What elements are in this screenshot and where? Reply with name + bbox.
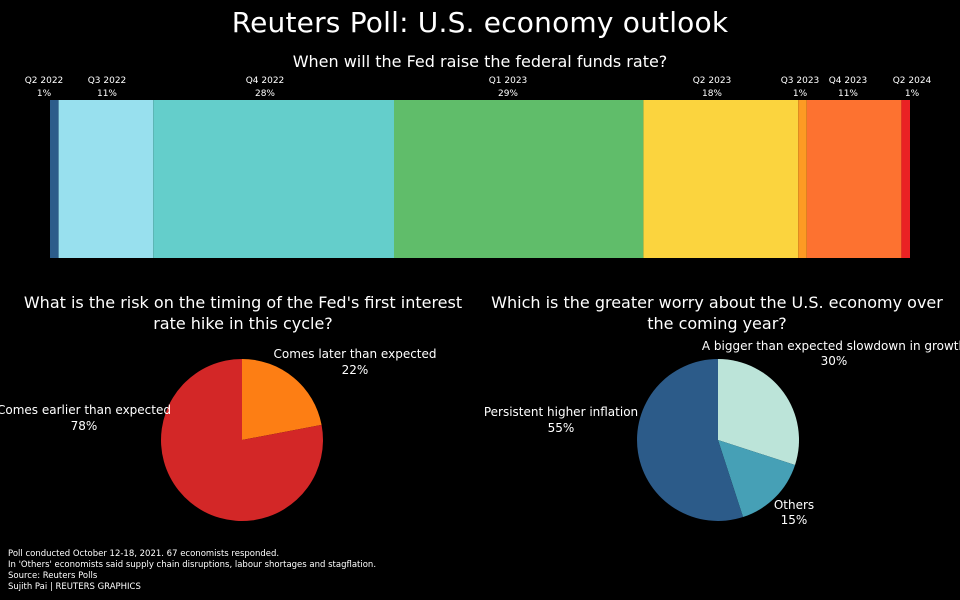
- bar-category-label: Q3 2022: [88, 76, 127, 86]
- footer-credit: Sujith Pai | REUTERS GRAPHICS: [8, 582, 141, 592]
- pie-left-label: Comes later than expected: [273, 347, 436, 361]
- bar-segment: [806, 100, 902, 258]
- pie-left-pct: 22%: [342, 363, 369, 377]
- bar-segment: [798, 100, 807, 258]
- bar-category-label: Q3 2023: [781, 76, 820, 86]
- pie-left-title: What is the risk on the timing of the Fe…: [23, 293, 463, 333]
- pie-left-pct: 78%: [71, 419, 98, 433]
- bar-category-label: Q4 2023: [829, 76, 868, 86]
- pie-slice: [637, 359, 744, 521]
- pie-right-label: Persistent higher inflation: [484, 405, 638, 419]
- pie-right-pct: 15%: [781, 513, 808, 527]
- pie-slice: [242, 359, 322, 440]
- bar-segment: [643, 100, 799, 258]
- pie-right-title: Which is the greater worry about the U.S…: [491, 293, 943, 333]
- footer-poll-note: Poll conducted October 12-18, 2021. 67 e…: [8, 549, 280, 559]
- footer-notes: Poll conducted October 12-18, 2021. 67 e…: [8, 549, 376, 593]
- bar-segment: [153, 100, 394, 258]
- pie-slice: [718, 440, 796, 518]
- bar-category-label: Q2 2024: [893, 76, 932, 86]
- footer-source: Source: Reuters Polls: [8, 571, 98, 581]
- bar-segment: [901, 100, 910, 258]
- page-title: Reuters Poll: U.S. economy outlook: [231, 6, 729, 39]
- bar-segment: [58, 100, 154, 258]
- pie-right-label: Others: [774, 498, 814, 512]
- bar-category-label: Q2 2023: [693, 76, 732, 86]
- bar-segment: [394, 100, 644, 258]
- bar-value-label: 11%: [97, 89, 117, 99]
- footer-others-note: In 'Others' economists said supply chain…: [8, 560, 377, 570]
- bar-category-label: Q2 2022: [25, 76, 64, 86]
- bar-category-label: Q4 2022: [246, 76, 285, 86]
- bar-chart-title: When will the Fed raise the federal fund…: [292, 52, 668, 71]
- bar-value-label: 18%: [702, 89, 722, 99]
- bar-segment: [50, 100, 59, 258]
- bar-value-label: 1%: [793, 89, 808, 99]
- pie-right-label: A bigger than expected slowdown in growt…: [702, 339, 960, 353]
- pie-slice: [161, 359, 324, 521]
- pie-right-pct: 55%: [548, 421, 575, 435]
- pie-left-label: Comes earlier than expected: [0, 403, 171, 417]
- bar-category-label: Q1 2023: [489, 76, 528, 86]
- pie-slice: [718, 359, 800, 466]
- bar-value-label: 11%: [838, 89, 858, 99]
- pie-right-pct: 30%: [821, 354, 848, 368]
- bar-value-label: 1%: [37, 89, 52, 99]
- bar-value-label: 1%: [905, 89, 920, 99]
- bar-value-label: 28%: [255, 89, 275, 99]
- bar-value-label: 29%: [498, 89, 518, 99]
